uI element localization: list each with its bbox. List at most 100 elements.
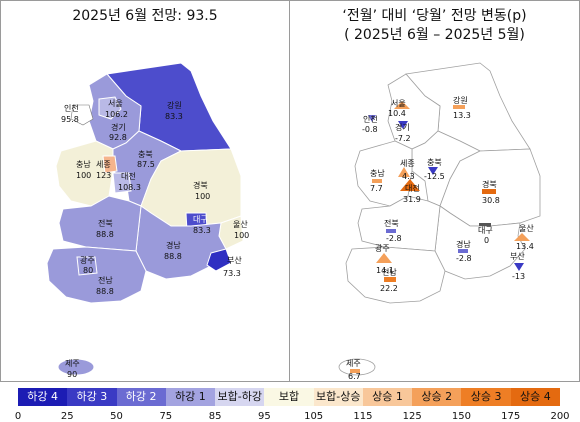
change-chungnam-value: 7.7 <box>370 184 383 193</box>
label-seoul-name: 서울 <box>108 99 123 108</box>
label-jeonnam-name: 전남 <box>98 275 113 285</box>
legend-cell: 보합 <box>264 388 314 406</box>
label-gyeongbuk-name: 경북 <box>193 180 208 190</box>
label-gyeonggi-value: 92.8 <box>109 133 127 142</box>
change-chungbuk-value: -12.5 <box>424 172 445 181</box>
change-daegu-value: 0 <box>484 236 489 245</box>
region-busan <box>206 248 232 272</box>
label-busan-name: 부산 <box>227 255 242 265</box>
change-seoul-value: 10.4 <box>388 109 406 118</box>
label-daejeon-value: 108.3 <box>118 183 141 192</box>
legend-tick: 95 <box>257 411 271 422</box>
change-gangwon-value: 13.3 <box>453 111 471 120</box>
change-gyeongbuk-value: 30.8 <box>482 196 500 205</box>
marker-ulsan-up <box>514 233 530 241</box>
label-gangwon-name: 강원 <box>167 100 182 110</box>
marker-daegu-flat <box>479 223 491 226</box>
legend-tick: 0 <box>14 411 22 422</box>
label-chungnam-value: 100 <box>76 171 91 180</box>
label-gangwon-value: 83.3 <box>165 112 183 121</box>
change-incheon-value: -0.8 <box>362 125 378 134</box>
legend-cell: 상승 3 <box>461 388 511 406</box>
change-busan-name: 부산 <box>510 251 525 261</box>
marker-seoul-up <box>394 101 410 109</box>
change-sejong-name: 세종 <box>400 159 415 168</box>
change-jeonnam-value: 22.2 <box>380 284 398 293</box>
legend-cell: 상승 2 <box>412 388 462 406</box>
marker-chungnam-up <box>372 179 382 183</box>
label-jeju-name: 제주 <box>65 359 80 368</box>
label-chungnam-name: 충남 <box>76 160 91 169</box>
label-daegu-name: 대구 <box>193 215 208 224</box>
legend-tick: 105 <box>304 411 324 422</box>
change-markers <box>350 101 530 373</box>
change-gangwon-name: 강원 <box>453 95 468 105</box>
change-gyeongbuk-name: 경북 <box>482 179 497 189</box>
region-jeju <box>57 358 95 376</box>
right-panel-title: ‘전월’ 대비 ‘당월’ 전망 변동(p) ( 2025년 6월 – 2025년… <box>290 7 579 45</box>
region-seoul <box>98 96 122 120</box>
change-outline-map: 서울 10.4 인천 -0.8 경기 -7.2 강원 13.3 세종 4.3 충… <box>338 62 541 381</box>
legend-cell: 상승 1 <box>362 388 413 406</box>
legend-tick: 200 <box>550 411 570 422</box>
marker-gwangju-up <box>376 253 392 263</box>
legend-cell: 보합-하강 <box>215 388 265 406</box>
marker-jeonbuk-down <box>386 229 396 233</box>
marker-daejeon-up <box>400 179 420 191</box>
change-seoul-name: 서울 <box>391 99 406 108</box>
label-daejeon-name: 대전 <box>121 171 136 181</box>
legend-cell: 하강 4 <box>18 388 68 406</box>
change-chungnam-name: 충남 <box>370 169 385 178</box>
marker-gyeonggi-down <box>398 121 408 129</box>
change-sejong-value: 4.3 <box>402 172 415 181</box>
marker-incheon-down <box>368 115 376 122</box>
label-chungbuk-name: 충북 <box>138 150 153 159</box>
legend-tick: 175 <box>501 411 521 422</box>
label-jeonnam-value: 88.8 <box>96 287 114 296</box>
label-busan-value: 73.3 <box>223 269 241 278</box>
change-jeju-name: 제주 <box>346 359 361 368</box>
left-panel-title: 2025년 6월 전망: 93.5 <box>72 8 218 24</box>
label-jeonbuk-name: 전북 <box>98 218 113 228</box>
change-gyeonggi-name: 경기 <box>395 122 410 132</box>
change-daegu-name: 대구 <box>478 226 493 235</box>
label-gyeongbuk-value: 100 <box>195 192 210 201</box>
change-daejeon-value: 31.9 <box>403 195 421 204</box>
region-sejong <box>102 155 118 174</box>
right-title-line1: ‘전월’ 대비 ‘당월’ 전망 변동(p) <box>342 8 527 24</box>
label-ulsan-name: 울산 <box>233 219 248 229</box>
label-seoul-value: 106.2 <box>105 110 128 119</box>
change-incheon-name: 인천 <box>363 114 378 124</box>
change-ulsan-value: 13.4 <box>516 242 534 251</box>
marker-jeonnam-up <box>384 277 396 282</box>
legend-cell: 하강 3 <box>67 388 117 406</box>
region-gwangju <box>76 256 98 276</box>
marker-jeju-up <box>350 369 360 373</box>
legend-cell: 상승 4 <box>510 388 560 406</box>
label-gyeonggi-name: 경기 <box>111 122 126 132</box>
label-daegu-value: 83.3 <box>193 226 211 235</box>
label-ulsan-value: 100 <box>234 231 249 240</box>
legend-tick: 125 <box>402 411 422 422</box>
legend-cell: 보합-상승 <box>313 388 363 406</box>
legend-cell: 하강 2 <box>116 388 166 406</box>
change-jeju-value: 6.7 <box>348 372 361 381</box>
change-chungbuk-name: 충북 <box>427 158 442 167</box>
change-jeonbuk-value: -2.8 <box>386 234 402 243</box>
region-daejeon <box>112 172 132 194</box>
label-gyeongnam-value: 88.8 <box>164 252 182 261</box>
label-incheon-value: 95.8 <box>61 115 79 124</box>
outline-jeonnam <box>345 246 446 304</box>
legend-tick: 75 <box>159 411 173 422</box>
marker-gangwon-up <box>453 105 465 109</box>
change-gwangju-value: 14.1 <box>376 266 394 275</box>
outlook-choropleth-map: 서울 106.2 인천 95.8 경기 92.8 강원 83.3 충북 87.5… <box>46 62 249 379</box>
marker-sejong-up <box>398 167 410 177</box>
change-busan-value: -13 <box>512 272 525 281</box>
right-map-panel: ‘전월’ 대비 ‘당월’ 전망 변동(p) ( 2025년 6월 – 2025년… <box>290 0 580 382</box>
color-scale-legend: 하강 4 하강 3 하강 2 하강 1 보합-하강 보합 보합-상승 상승 1 상승 2 상승 3… <box>0 386 580 422</box>
label-gwangju-value: 80 <box>83 266 93 275</box>
legend-tick: 85 <box>208 411 222 422</box>
marker-gyeongnam-down <box>458 249 468 253</box>
legend-cell: 하강 1 <box>165 388 216 406</box>
